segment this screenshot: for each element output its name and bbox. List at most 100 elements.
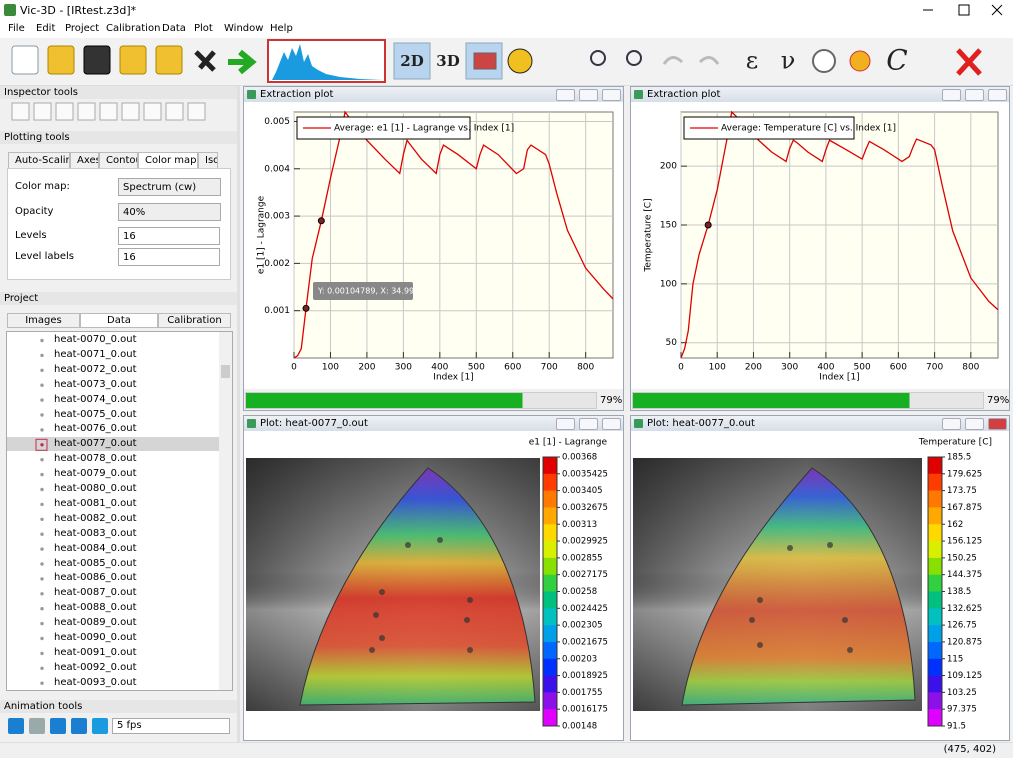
inspector-tool bbox=[55, 102, 74, 121]
progress-trough bbox=[632, 392, 984, 409]
pane-button[interactable] bbox=[965, 418, 984, 430]
file-item[interactable]: heat-0089_0.out bbox=[54, 617, 137, 629]
animation-button bbox=[29, 718, 45, 734]
pane-button[interactable] bbox=[942, 418, 961, 430]
inspector-tool bbox=[11, 102, 30, 121]
file-item[interactable]: heat-0073_0.out bbox=[54, 378, 137, 390]
file-item[interactable]: heat-0093_0.out bbox=[54, 676, 137, 688]
pane bbox=[243, 415, 624, 741]
toolbar bbox=[0, 38, 1013, 86]
tab[interactable]: Data bbox=[80, 313, 158, 328]
file-item[interactable]: heat-0088_0.out bbox=[54, 602, 137, 614]
pane-button[interactable] bbox=[556, 418, 575, 430]
scroll-thumb[interactable] bbox=[221, 365, 230, 378]
pane bbox=[243, 86, 624, 411]
inspector-tool bbox=[99, 102, 118, 121]
file-item[interactable]: heat-0081_0.out bbox=[54, 497, 137, 509]
file-list bbox=[6, 331, 233, 691]
pane-title: Plot: heat-0077_0.out bbox=[260, 418, 368, 429]
file-item[interactable]: heat-0070_0.out bbox=[54, 334, 137, 345]
field-label: Color map: bbox=[15, 181, 70, 192]
field-label: Level labels bbox=[15, 251, 74, 262]
pane-title-bar bbox=[631, 416, 1009, 431]
speed-spinbox[interactable]: 5 fps bbox=[112, 718, 230, 734]
combobox[interactable]: Spectrum (cw) bbox=[118, 178, 221, 196]
status-bar bbox=[0, 742, 1013, 758]
tab[interactable]: Color map bbox=[138, 152, 198, 169]
file-item[interactable]: heat-0071_0.out bbox=[54, 348, 137, 360]
menu-item[interactable]: File bbox=[8, 23, 25, 34]
file-item[interactable]: heat-0090_0.out bbox=[54, 632, 137, 643]
inspector-tool bbox=[165, 102, 184, 121]
selected-row bbox=[7, 437, 219, 452]
file-item[interactable]: heat-0072_0.out bbox=[54, 363, 137, 375]
dock-header bbox=[0, 292, 237, 305]
file-item[interactable]: heat-0075_0.out bbox=[54, 408, 137, 420]
pane-button[interactable] bbox=[988, 418, 1007, 430]
combobox[interactable]: 40% bbox=[118, 203, 221, 221]
file-item[interactable]: heat-0080_0.out bbox=[54, 483, 137, 494]
inspector-tool bbox=[121, 102, 140, 121]
pane-title: Plot: heat-0077_0.out bbox=[647, 418, 755, 429]
status-text: (475, 402) bbox=[943, 744, 996, 755]
pane-button[interactable] bbox=[579, 89, 598, 101]
pane-button[interactable] bbox=[965, 89, 984, 101]
menu-item[interactable]: Calibration bbox=[106, 23, 161, 34]
dock-title: Animation tools bbox=[4, 701, 83, 712]
dock-title: Plotting tools bbox=[4, 132, 70, 143]
tab[interactable]: Axes bbox=[70, 152, 99, 169]
file-item[interactable]: heat-0092_0.out bbox=[54, 661, 137, 673]
tab[interactable]: Iso bbox=[198, 152, 218, 169]
file-item[interactable]: heat-0087_0.out bbox=[54, 587, 137, 599]
file-item[interactable]: heat-0091_0.out bbox=[54, 646, 137, 658]
pane-title-bar bbox=[244, 87, 623, 102]
menu-item[interactable]: Data bbox=[162, 23, 186, 34]
dock-header bbox=[0, 700, 237, 713]
inspector-tool bbox=[77, 102, 96, 121]
dock-header bbox=[0, 86, 237, 99]
menu-item[interactable]: Window bbox=[224, 23, 264, 34]
menu-item[interactable]: Help bbox=[270, 23, 293, 34]
pane-button[interactable] bbox=[602, 418, 621, 430]
pane-button[interactable] bbox=[579, 418, 598, 430]
pane-button[interactable] bbox=[556, 89, 575, 101]
animation-button bbox=[92, 718, 108, 734]
menu-item[interactable]: Edit bbox=[36, 23, 56, 34]
title-bar bbox=[0, 0, 1013, 21]
file-item[interactable]: heat-0085_0.out bbox=[54, 557, 137, 569]
spinbox[interactable]: 16 bbox=[118, 248, 220, 266]
tab[interactable]: Auto-Scaling bbox=[8, 152, 70, 169]
pane-button[interactable] bbox=[988, 89, 1007, 101]
file-item[interactable]: heat-0082_0.out bbox=[54, 512, 137, 524]
tab[interactable]: Images bbox=[7, 313, 80, 328]
pane bbox=[630, 86, 1010, 411]
pane-title: Extraction plot bbox=[647, 89, 721, 100]
splitter bbox=[237, 86, 240, 742]
dock-header bbox=[0, 131, 237, 144]
pane-button[interactable] bbox=[602, 89, 621, 101]
inspector-tool bbox=[143, 102, 162, 121]
file-item[interactable]: heat-0083_0.out bbox=[54, 527, 137, 539]
tab[interactable]: Calibration bbox=[158, 313, 231, 328]
menu-item[interactable]: Project bbox=[65, 23, 100, 34]
menu-item[interactable]: Plot bbox=[194, 23, 213, 34]
pane-button[interactable] bbox=[942, 89, 961, 101]
scrollbar bbox=[219, 332, 232, 690]
file-item[interactable]: heat-0084_0.out bbox=[54, 542, 137, 554]
inspector-tool bbox=[187, 102, 206, 121]
file-item[interactable]: heat-0086_0.out bbox=[54, 572, 137, 584]
window-title: Vic-3D - [IRtest.z3d]* bbox=[20, 4, 137, 17]
file-item[interactable]: heat-0074_0.out bbox=[54, 393, 137, 405]
menu-bar bbox=[0, 21, 1013, 38]
tab[interactable]: Contour bbox=[99, 152, 138, 169]
file-item[interactable]: heat-0078_0.out bbox=[54, 453, 137, 465]
file-item[interactable]: heat-0077_0.out bbox=[54, 438, 137, 450]
pane-title: Extraction plot bbox=[260, 89, 334, 100]
pane-title-bar bbox=[244, 416, 623, 431]
pane bbox=[630, 415, 1010, 741]
file-item[interactable]: heat-0076_0.out bbox=[54, 423, 137, 435]
progress-label: 79% bbox=[987, 395, 1010, 406]
file-item[interactable]: heat-0079_0.out bbox=[54, 468, 137, 480]
spinbox[interactable]: 16 bbox=[118, 227, 220, 245]
